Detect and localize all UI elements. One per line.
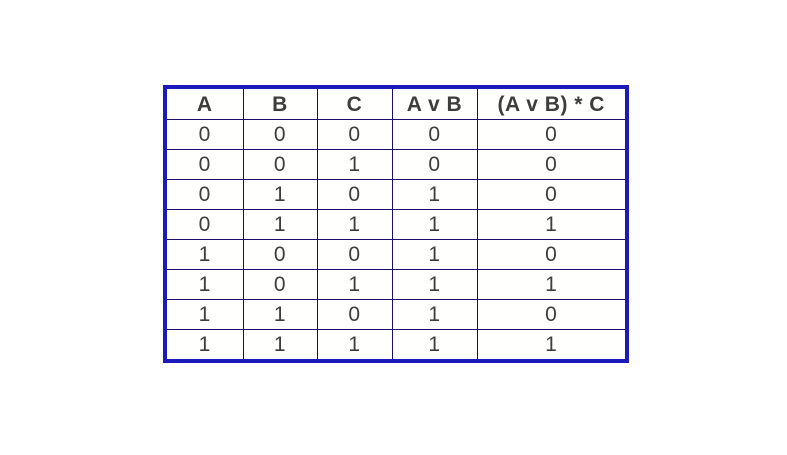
table-cell: 0 — [391, 119, 478, 150]
table-cell: 0 — [242, 269, 318, 300]
table-cell: 1 — [391, 209, 478, 240]
table-cell: 1 — [391, 299, 478, 330]
table-cell: 0 — [476, 239, 628, 270]
table-cell: 0 — [316, 299, 393, 330]
table-cell: 1 — [391, 269, 478, 300]
table-cell: 1 — [242, 209, 318, 240]
table-cell: 1 — [476, 329, 628, 362]
table-cell: 1 — [391, 239, 478, 270]
column-header: A v B — [391, 86, 478, 120]
table-cell: 1 — [316, 149, 393, 180]
table-cell: 1 — [164, 239, 244, 270]
table-cell: 0 — [164, 149, 244, 180]
table-cell: 0 — [242, 239, 318, 270]
table-cell: 1 — [316, 269, 393, 300]
table-cell: 0 — [242, 119, 318, 150]
table-cell: 0 — [164, 209, 244, 240]
table-cell: 0 — [242, 149, 318, 180]
table-cell: 1 — [476, 209, 628, 240]
table-cell: 1 — [164, 269, 244, 300]
table-cell: 1 — [164, 329, 244, 362]
table-cell: 1 — [391, 179, 478, 210]
table-cell: 1 — [316, 329, 393, 362]
table-cell: 1 — [391, 329, 478, 362]
table-cell: 1 — [316, 209, 393, 240]
table-cell: 0 — [164, 179, 244, 210]
table-cell: 1 — [164, 299, 244, 330]
table-cell: 0 — [316, 239, 393, 270]
table-cell: 0 — [476, 179, 628, 210]
table-cell: 0 — [476, 299, 628, 330]
table-cell: 1 — [242, 179, 318, 210]
table-cell: 1 — [242, 299, 318, 330]
table-cell: 0 — [164, 119, 244, 150]
column-header: B — [242, 86, 318, 120]
table-cell: 0 — [316, 179, 393, 210]
column-header: C — [316, 86, 393, 120]
table-cell: 1 — [242, 329, 318, 362]
column-header: (A v B) * C — [476, 86, 628, 120]
table-cell: 0 — [476, 149, 628, 180]
table-cell: 1 — [476, 269, 628, 300]
table-cell: 0 — [476, 119, 628, 150]
table-cell: 0 — [316, 119, 393, 150]
table-cell: 0 — [391, 149, 478, 180]
column-header: A — [164, 86, 244, 120]
